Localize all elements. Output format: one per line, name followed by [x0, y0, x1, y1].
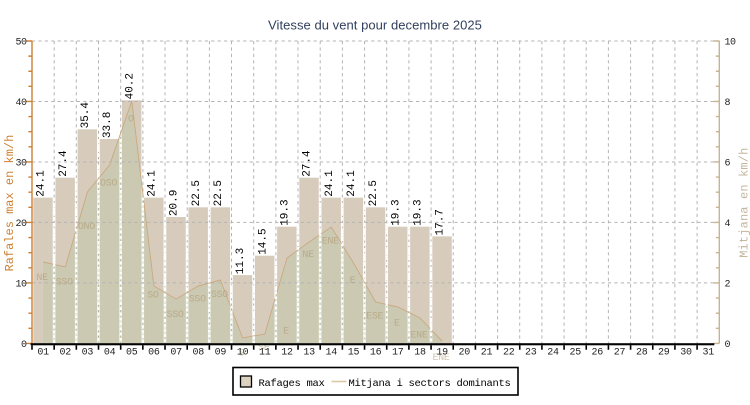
svg-text:10: 10 [237, 348, 249, 359]
svg-text:02: 02 [60, 348, 72, 359]
svg-text:35.4: 35.4 [80, 102, 92, 129]
svg-text:Rafales max en km/h: Rafales max en km/h [3, 135, 17, 272]
svg-text:23: 23 [525, 348, 537, 359]
svg-text:15: 15 [348, 348, 360, 359]
svg-text:30: 30 [15, 159, 27, 170]
svg-text:04: 04 [104, 348, 116, 359]
svg-text:31: 31 [702, 348, 714, 359]
svg-text:07: 07 [170, 348, 182, 359]
svg-text:E: E [283, 327, 289, 338]
svg-text:05: 05 [126, 348, 138, 359]
svg-text:O: O [128, 115, 134, 126]
svg-text:20: 20 [459, 348, 471, 359]
svg-text:2: 2 [725, 280, 731, 291]
svg-text:22: 22 [503, 348, 515, 359]
svg-text:E: E [394, 319, 400, 330]
svg-text:06: 06 [148, 348, 160, 359]
svg-text:24.1: 24.1 [346, 170, 358, 197]
svg-text:22.5: 22.5 [191, 180, 203, 206]
svg-text:22.5: 22.5 [213, 180, 225, 206]
svg-text:SSO: SSO [167, 310, 184, 321]
svg-text:SSO: SSO [189, 295, 206, 306]
svg-text:29: 29 [658, 348, 670, 359]
svg-text:08: 08 [193, 348, 205, 359]
svg-text:24.1: 24.1 [147, 170, 159, 197]
svg-text:Mitjana en km/h: Mitjana en km/h [738, 148, 750, 258]
svg-text:11: 11 [259, 348, 271, 359]
svg-text:Vitesse du vent pour decembre: Vitesse du vent pour decembre 2025 [268, 18, 482, 33]
svg-text:27.4: 27.4 [58, 150, 70, 177]
svg-text:10: 10 [725, 38, 737, 49]
svg-text:21: 21 [481, 348, 493, 359]
svg-text:24.1: 24.1 [36, 170, 48, 197]
svg-text:8: 8 [725, 98, 731, 109]
svg-text:17: 17 [392, 348, 404, 359]
svg-text:ESE: ESE [366, 312, 383, 323]
svg-text:20: 20 [15, 219, 27, 230]
svg-text:NE: NE [302, 250, 314, 261]
svg-text:30: 30 [680, 348, 692, 359]
svg-text:14.5: 14.5 [257, 228, 269, 254]
svg-text:28: 28 [636, 348, 648, 359]
svg-text:18: 18 [414, 348, 426, 359]
svg-text:03: 03 [82, 348, 94, 359]
svg-text:40: 40 [15, 98, 27, 109]
svg-text:19.3: 19.3 [280, 199, 292, 225]
svg-text:20.9: 20.9 [169, 190, 181, 216]
svg-text:0: 0 [21, 340, 27, 351]
svg-text:11.3: 11.3 [235, 248, 247, 274]
svg-text:50: 50 [15, 38, 27, 49]
svg-text:Rafages max: Rafages max [259, 378, 325, 390]
svg-text:24.1: 24.1 [324, 170, 336, 197]
svg-text:13: 13 [303, 348, 315, 359]
svg-text:17.7: 17.7 [435, 209, 447, 235]
svg-text:4: 4 [725, 219, 731, 230]
svg-text:E: E [350, 276, 356, 287]
svg-text:27: 27 [614, 348, 626, 359]
svg-text:SO: SO [147, 291, 159, 302]
svg-text:25: 25 [569, 348, 581, 359]
svg-text:19: 19 [436, 348, 448, 359]
svg-text:ENE: ENE [322, 237, 339, 248]
svg-text:27.4: 27.4 [302, 150, 314, 177]
svg-text:Mitjana i sectors dominants: Mitjana i sectors dominants [349, 378, 511, 390]
svg-text:0: 0 [725, 340, 731, 351]
svg-text:SSO: SSO [211, 290, 228, 301]
svg-text:19.3: 19.3 [413, 199, 425, 225]
svg-text:14: 14 [326, 348, 338, 359]
svg-text:6: 6 [725, 159, 731, 170]
svg-text:10: 10 [15, 280, 27, 291]
svg-text:22.5: 22.5 [368, 180, 380, 206]
svg-text:16: 16 [370, 348, 382, 359]
svg-text:OSO: OSO [100, 179, 117, 190]
svg-text:26: 26 [592, 348, 604, 359]
svg-text:40.2: 40.2 [124, 73, 136, 99]
svg-text:19.3: 19.3 [390, 199, 402, 225]
svg-text:ENE: ENE [410, 331, 427, 342]
svg-text:NE: NE [36, 273, 48, 284]
svg-text:01: 01 [37, 348, 49, 359]
svg-text:12: 12 [281, 348, 293, 359]
svg-text:SSO: SSO [56, 278, 73, 289]
svg-text:ONO: ONO [78, 222, 95, 233]
svg-text:09: 09 [215, 348, 227, 359]
svg-text:24: 24 [547, 348, 559, 359]
svg-text:33.8: 33.8 [102, 112, 114, 138]
